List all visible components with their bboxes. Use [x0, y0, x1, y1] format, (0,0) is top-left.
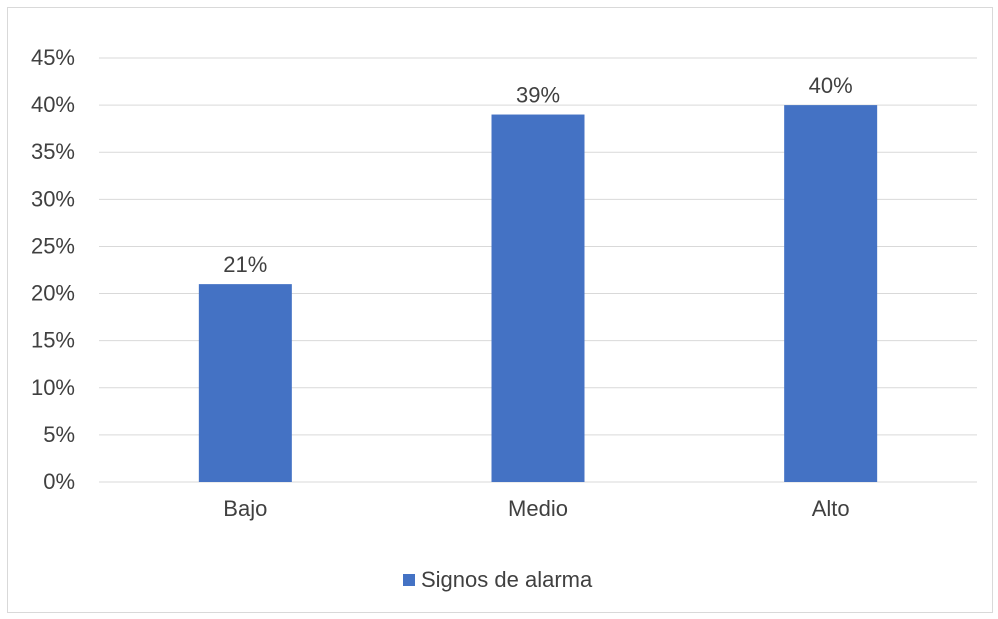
y-tick-label-35: 35% — [31, 139, 75, 164]
legend-label: Signos de alarma — [421, 567, 593, 592]
y-tick-label-5: 5% — [43, 422, 75, 447]
y-tick-label-20: 20% — [31, 281, 75, 306]
y-tick-label-10: 10% — [31, 375, 75, 400]
legend: Signos de alarma — [403, 567, 593, 592]
x-tick-label-medio: Medio — [508, 496, 568, 521]
chart-container: 0% 5% 10% 15% 20% 25% 30% 35% 40% 45% 21% 39% 40% B… — [7, 7, 993, 613]
y-axis-tick-labels: 0% 5% 10% 15% 20% 25% 30% 35% 40% 45% — [31, 45, 75, 494]
legend-swatch — [403, 574, 415, 586]
y-tick-label-30: 30% — [31, 186, 75, 211]
bar-alto — [784, 105, 878, 482]
y-tick-label-40: 40% — [31, 92, 75, 117]
data-labels: 21% 39% 40% — [223, 73, 852, 277]
y-tick-label-15: 15% — [31, 328, 75, 353]
bar-chart: 0% 5% 10% 15% 20% 25% 30% 35% 40% 45% 21% 39% 40% B… — [31, 45, 977, 592]
data-label-bajo: 21% — [223, 252, 267, 277]
x-tick-label-alto: Alto — [812, 496, 850, 521]
y-tick-label-25: 25% — [31, 233, 75, 258]
data-label-alto: 40% — [809, 73, 853, 98]
y-tick-label-45: 45% — [31, 45, 75, 70]
bars — [198, 105, 878, 483]
y-tick-label-0: 0% — [43, 469, 75, 494]
data-label-medio: 39% — [516, 83, 560, 108]
bar-bajo — [198, 284, 292, 482]
x-tick-label-bajo: Bajo — [223, 496, 267, 521]
bar-medio — [491, 114, 585, 483]
x-axis-tick-labels: Bajo Medio Alto — [223, 496, 849, 521]
